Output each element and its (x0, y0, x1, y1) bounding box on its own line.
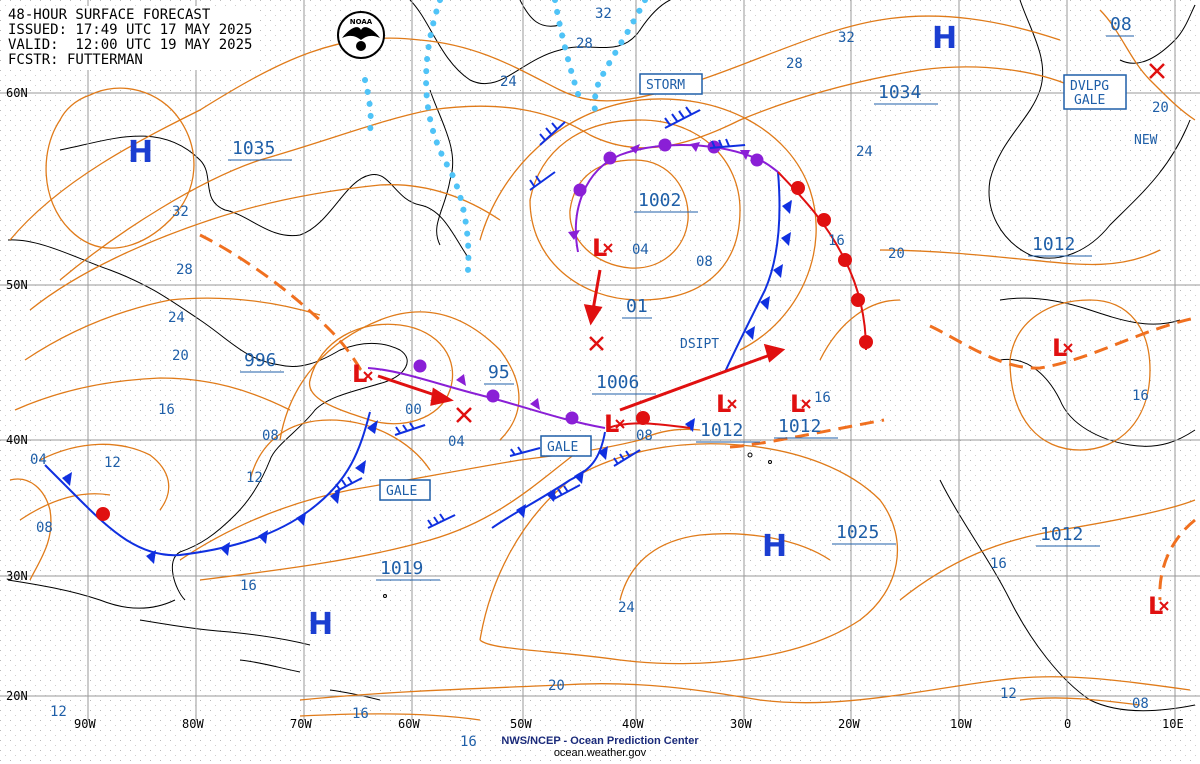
cold-front-barbs (62, 200, 792, 564)
trough-lines (199, 233, 1196, 601)
header-issued: ISSUED: 17:49 UTC 17 MAY 2025 (8, 22, 253, 38)
cold-fronts (44, 171, 781, 557)
ice-edge (362, 0, 648, 273)
header-forecaster: FCSTR: FUTTERMAN (8, 52, 143, 68)
isobars (9, 9, 1196, 721)
forecast-header: 48-HOUR SURFACE FORECAST ISSUED: 17:49 U… (4, 6, 259, 70)
lat-lon-grid (0, 0, 1200, 720)
header-valid: VALID: 12:00 UTC 19 MAY 2025 (8, 37, 253, 53)
footer-url: ocean.weather.gov (553, 747, 647, 759)
wind-barbs (334, 106, 746, 529)
warm-front-bumps (96, 181, 873, 521)
footer-credit: NWS/NCEP - Ocean Prediction Center ocean… (470, 735, 730, 759)
noaa-logo: NOAA (337, 11, 385, 59)
header-title: 48-HOUR SURFACE FORECAST (8, 7, 211, 23)
motion-arrows (377, 269, 786, 412)
x-markers (456, 63, 1165, 423)
noaa-logo-text: NOAA (350, 18, 373, 26)
footer-agency: NWS/NCEP - Ocean Prediction Center (501, 735, 699, 747)
occluded-front-symbols (413, 138, 764, 425)
